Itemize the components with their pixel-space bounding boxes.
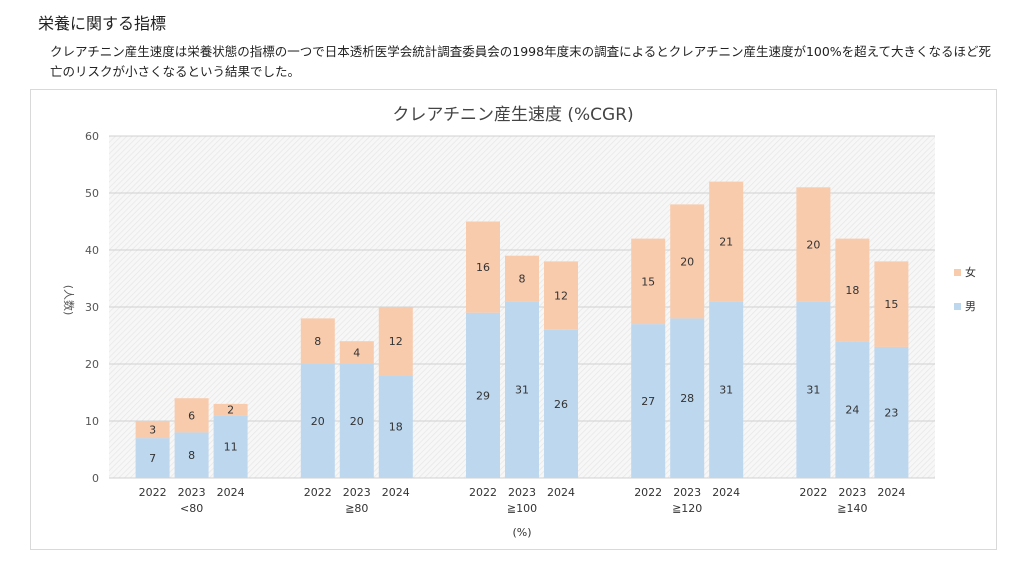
x-year-label: 2023 [838, 486, 866, 499]
data-label: 26 [554, 398, 568, 411]
x-group-label: ≧120 [672, 502, 702, 515]
bar-segment [505, 301, 539, 478]
bar-segment [544, 261, 578, 330]
bar-segment [670, 318, 705, 478]
bar-segment [544, 329, 578, 478]
bar-segment [174, 432, 209, 478]
data-label: 18 [845, 284, 859, 297]
bar-segment [796, 301, 831, 478]
data-label: 31 [515, 384, 529, 397]
data-label: 6 [188, 409, 195, 422]
bar-segment [213, 415, 248, 478]
slide-description: クレアチニン産生速度は栄養状態の指標の一つで日本透析医学会統計調査委員会の199… [50, 44, 992, 79]
data-label: 29 [476, 389, 490, 402]
x-year-label: 2023 [343, 486, 371, 499]
bar-segment [670, 204, 705, 319]
slide-title: 栄養に関する指標 [38, 14, 167, 33]
x-year-label: 2022 [469, 486, 497, 499]
x-group-label: ≧100 [507, 502, 537, 515]
y-tick-label: 60 [85, 130, 99, 143]
data-label: 16 [476, 261, 490, 274]
data-label: 31 [719, 384, 733, 397]
bar-segment [135, 438, 170, 478]
data-label: 31 [806, 384, 820, 397]
bar-segment [835, 238, 870, 342]
legend-label: 女 [965, 265, 976, 279]
data-label: 2 [227, 404, 234, 417]
x-year-label: 2023 [673, 486, 701, 499]
bar-segment [796, 187, 831, 302]
bar-segment [631, 238, 666, 325]
y-tick-label: 30 [85, 301, 99, 314]
data-label: 8 [188, 449, 195, 462]
data-label: 4 [353, 347, 360, 360]
data-label: 11 [224, 441, 238, 454]
y-tick-label: 40 [85, 244, 99, 257]
data-label: 18 [389, 421, 403, 434]
data-label: 24 [845, 404, 859, 417]
data-label: 23 [884, 406, 898, 419]
data-label: 20 [680, 255, 694, 268]
bar-segment [339, 364, 374, 478]
bar-segment [874, 261, 909, 347]
x-year-label: 2022 [139, 486, 167, 499]
stacked-bar-chart: クレアチニン産生速度 (%CGR) 7 3 8 6 11 2 20 8 20 4 18 12 29 16 3… [62, 105, 976, 539]
x-year-label: 2023 [508, 486, 536, 499]
bar-segment [709, 301, 744, 478]
legend-label: 男 [965, 300, 976, 313]
bar-segment [466, 221, 500, 313]
bar-segment [466, 312, 500, 478]
bar-segment [835, 341, 870, 478]
data-label: 3 [149, 424, 156, 437]
y-tick-label: 20 [85, 358, 99, 371]
bar-segment [213, 403, 248, 416]
bar-segment [505, 255, 539, 302]
data-label: 28 [680, 392, 694, 405]
data-label: 8 [519, 273, 526, 286]
data-label: 21 [719, 235, 733, 248]
chart-frame: クレアチニン産生速度 (%CGR) 7 3 8 6 11 2 20 8 20 4 18 12 29 16 3… [30, 89, 997, 550]
x-year-label: 2024 [547, 486, 575, 499]
legend-swatch [954, 269, 961, 276]
bar-segment [300, 318, 335, 364]
bar-segment [874, 346, 909, 478]
x-year-label: 2022 [799, 486, 827, 499]
x-year-label: 2022 [634, 486, 662, 499]
x-year-label: 2024 [877, 486, 905, 499]
y-tick-label: 10 [85, 415, 99, 428]
x-year-label: 2024 [712, 486, 740, 499]
x-group-label: ≧140 [837, 502, 867, 515]
x-axis-title: (%) [512, 526, 531, 539]
x-group-label: ≧80 [345, 502, 368, 515]
x-group-label: <80 [180, 502, 203, 515]
bar-segment [631, 324, 666, 478]
x-year-label: 2022 [304, 486, 332, 499]
bar-segment [378, 375, 413, 478]
y-tick-label: 50 [85, 187, 99, 200]
x-year-label: 2023 [178, 486, 206, 499]
x-year-label: 2024 [217, 486, 245, 499]
data-label: 15 [641, 275, 655, 288]
chart-title: クレアチニン産生速度 (%CGR) [392, 105, 633, 125]
bar-segment [378, 307, 413, 376]
bar-segment [300, 364, 335, 478]
data-label: 20 [806, 238, 820, 251]
data-label: 12 [554, 290, 568, 303]
bar-segment [174, 398, 209, 433]
bar-segment [135, 421, 170, 439]
bar-segment [339, 341, 374, 364]
data-label: 7 [149, 452, 156, 465]
data-label: 20 [350, 415, 364, 428]
y-tick-label: 0 [92, 472, 99, 485]
data-label: 20 [311, 415, 325, 428]
data-label: 27 [641, 395, 655, 408]
data-label: 8 [314, 335, 321, 348]
x-year-label: 2024 [382, 486, 410, 499]
y-axis-title: (人数) [62, 285, 75, 316]
data-label: 12 [389, 335, 403, 348]
legend-swatch [954, 303, 961, 310]
data-label: 15 [884, 298, 898, 311]
bar-segment [709, 181, 744, 302]
